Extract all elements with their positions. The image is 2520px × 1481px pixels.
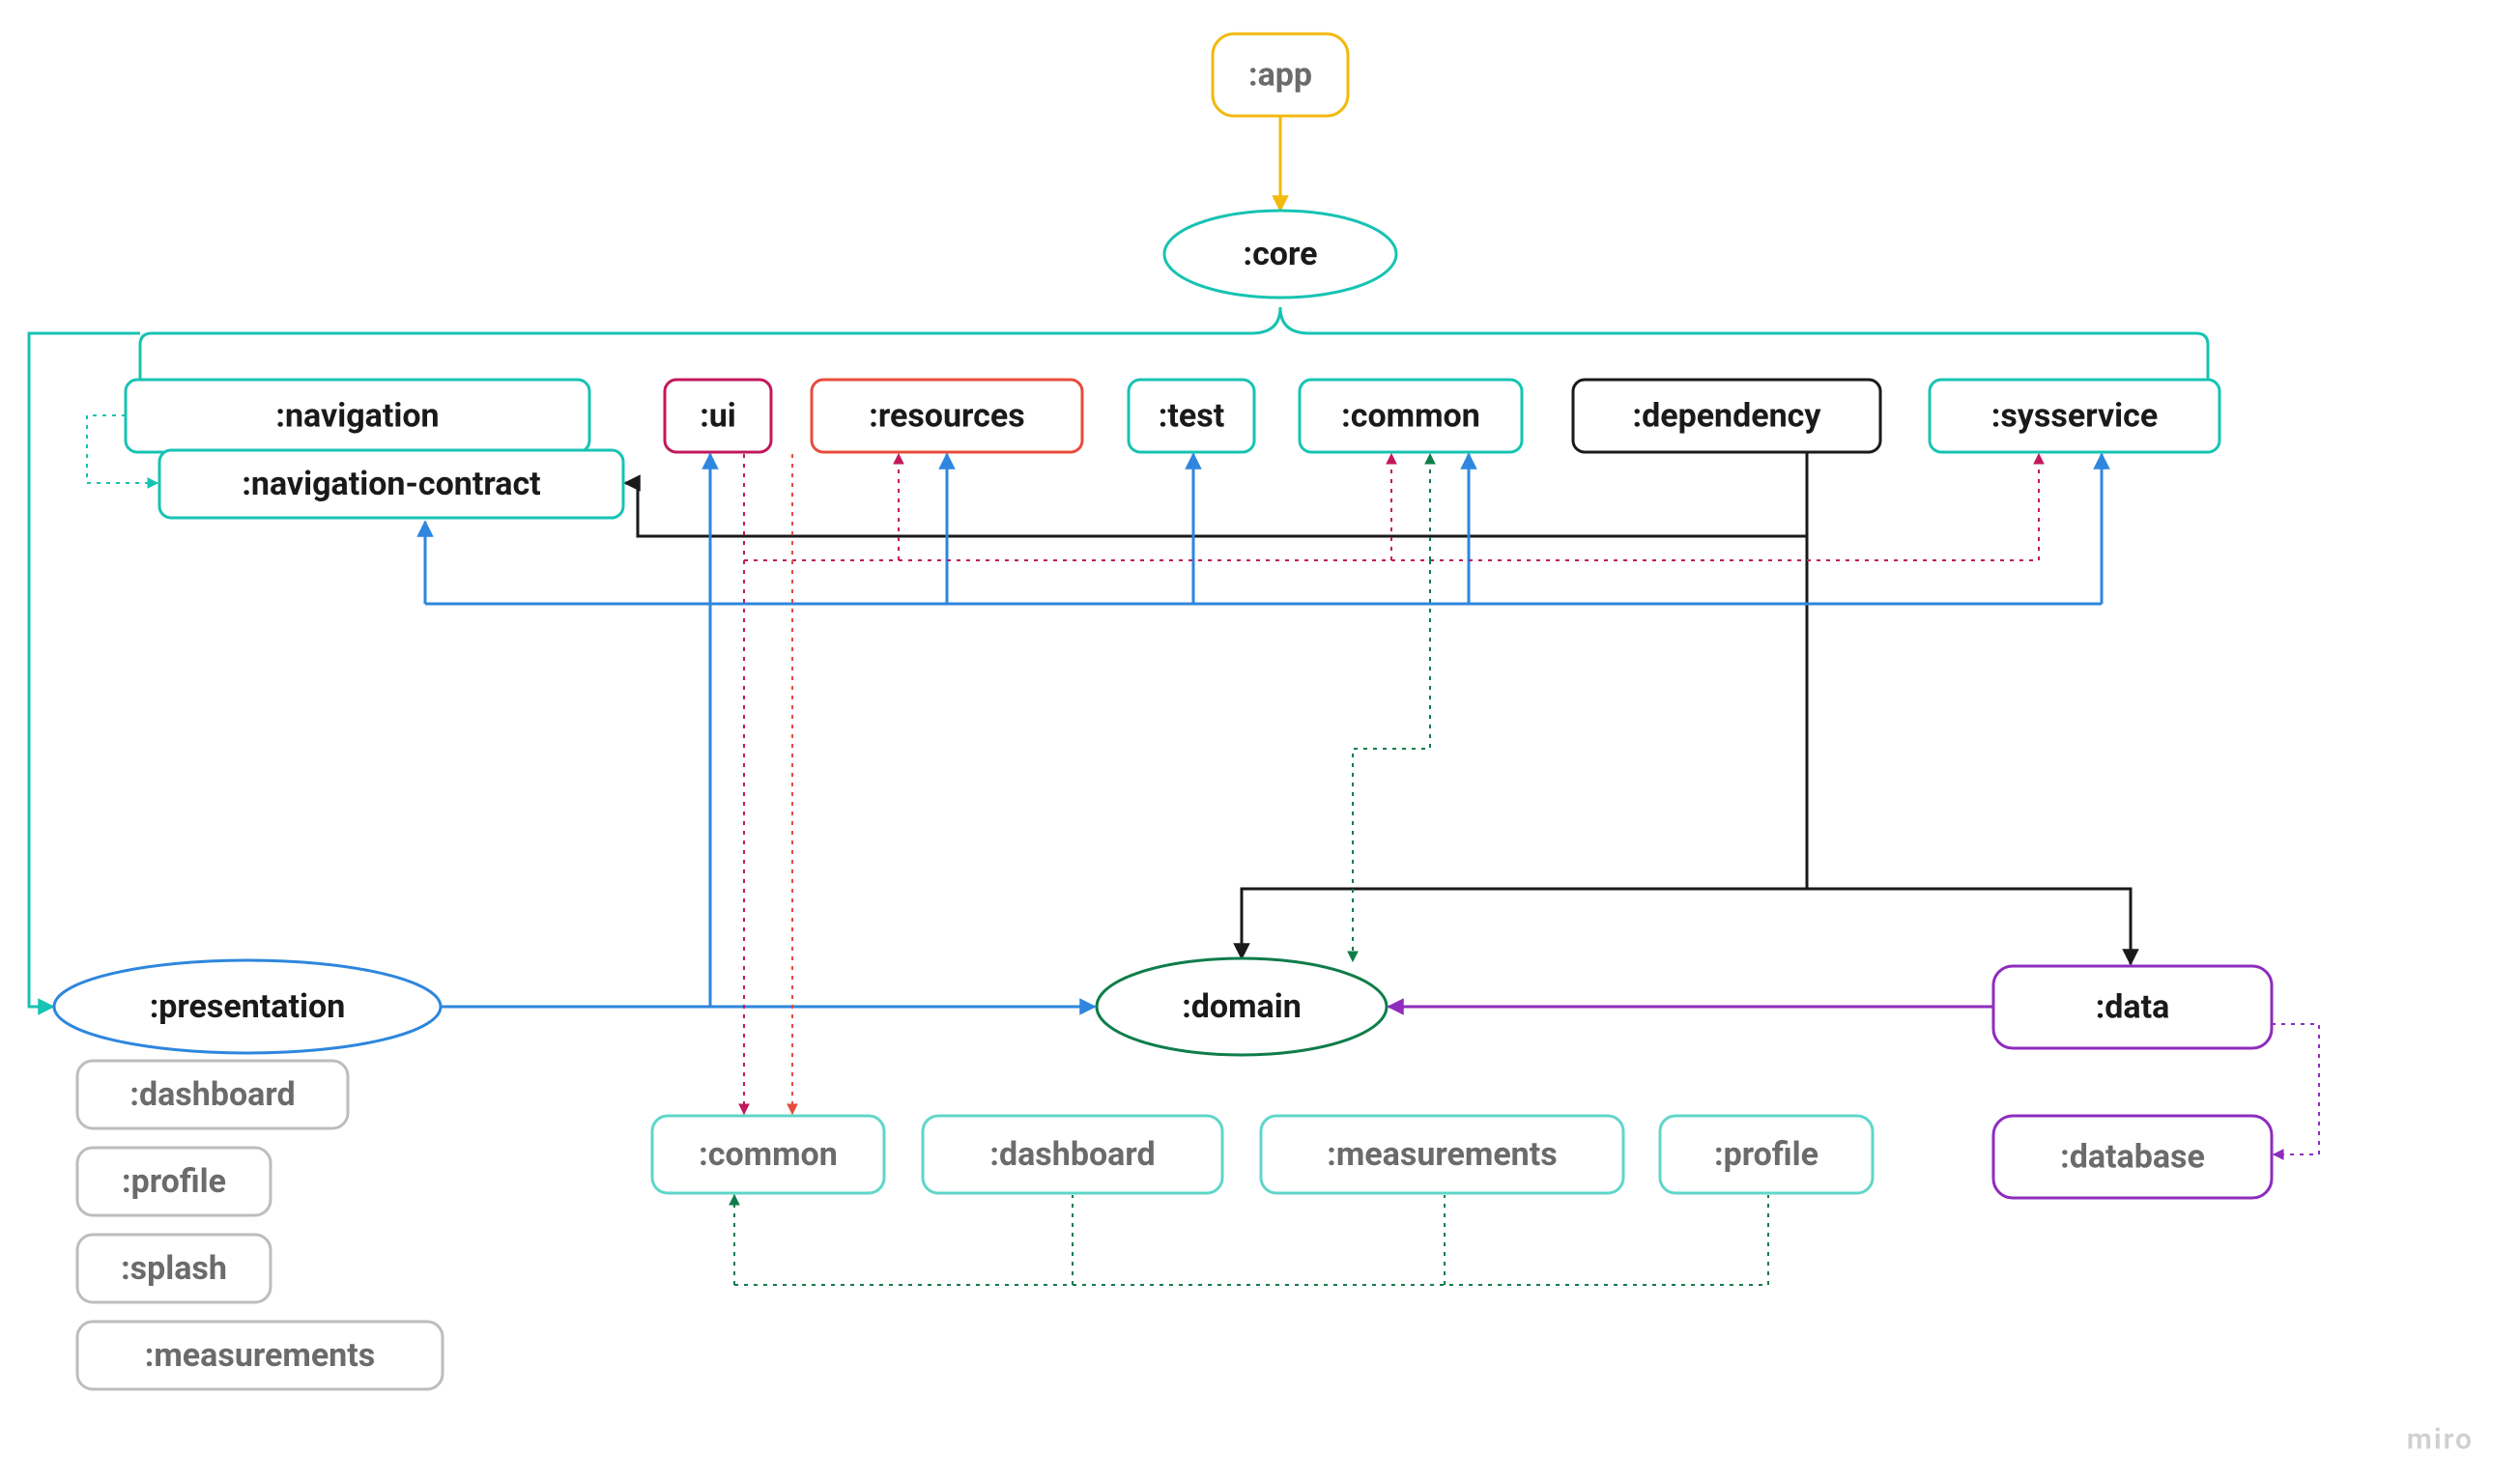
edge-data-db	[2272, 1024, 2319, 1154]
node-pdashboard-label: :dashboard	[129, 1075, 295, 1114]
node-psplash: :splash	[77, 1235, 271, 1302]
node-pdashboard: :dashboard	[77, 1061, 348, 1128]
node-ui: :ui	[665, 380, 771, 452]
node-data: :data	[1993, 966, 2272, 1048]
node-dcommon: :common	[652, 1116, 884, 1193]
node-ddashboard-label: :dashboard	[989, 1135, 1155, 1174]
node-pmeas-label: :measurements	[145, 1336, 375, 1375]
node-common-label: :common	[1341, 397, 1480, 436]
node-resources: :resources	[812, 380, 1082, 452]
node-dependency: :dependency	[1573, 380, 1880, 452]
node-pmeas: :measurements	[77, 1322, 443, 1389]
node-navcontract: :navigation-contract	[159, 450, 623, 518]
node-sysservice: :sysservice	[1930, 380, 2219, 452]
node-psplash-label: :splash	[121, 1249, 227, 1288]
node-app: :app	[1213, 34, 1348, 116]
node-dmeas-label: :measurements	[1327, 1135, 1557, 1174]
node-presentation: :presentation	[54, 960, 441, 1053]
edge-dep-data	[1807, 889, 2131, 964]
node-app-label: :app	[1248, 56, 1312, 95]
architecture-diagram: :app :core :navigation :navigation-contract…	[0, 0, 2520, 1481]
node-domain-label: :domain	[1182, 987, 1302, 1026]
node-core: :core	[1164, 211, 1396, 298]
node-database-label: :database	[2060, 1138, 2205, 1177]
node-dcommon-label: :common	[699, 1135, 838, 1174]
node-domain: :domain	[1097, 958, 1387, 1055]
node-ui-label: :ui	[700, 397, 736, 436]
node-dmeas: :measurements	[1261, 1116, 1623, 1193]
node-sysservice-label: :sysservice	[1991, 397, 2159, 436]
edge-core-pres	[29, 333, 140, 1007]
node-presentation-label: :presentation	[150, 987, 346, 1026]
node-test: :test	[1129, 380, 1254, 452]
node-ddashboard: :dashboard	[923, 1116, 1222, 1193]
node-database: :database	[1993, 1116, 2272, 1198]
node-dprofile-label: :profile	[1714, 1135, 1818, 1174]
edge-dep-domain	[1242, 536, 1807, 958]
node-pprofile: :profile	[77, 1148, 271, 1215]
edge-dep-navc	[625, 452, 1807, 536]
node-navcontract-label: :navigation-contract	[242, 465, 540, 503]
node-test-label: :test	[1159, 397, 1224, 436]
node-dprofile: :profile	[1660, 1116, 1873, 1193]
node-navigation: :navigation	[126, 380, 589, 452]
node-resources-label: :resources	[869, 397, 1024, 436]
core-bracket	[140, 307, 2208, 382]
node-data-label: :data	[2096, 988, 2170, 1027]
node-core-label: :core	[1244, 235, 1318, 273]
edge-dom-common	[1353, 560, 1430, 961]
node-pprofile-label: :profile	[122, 1162, 226, 1201]
node-dependency-label: :dependency	[1632, 397, 1821, 436]
node-common: :common	[1300, 380, 1522, 452]
node-navigation-label: :navigation	[275, 397, 439, 436]
watermark: miro	[2407, 1423, 2474, 1457]
